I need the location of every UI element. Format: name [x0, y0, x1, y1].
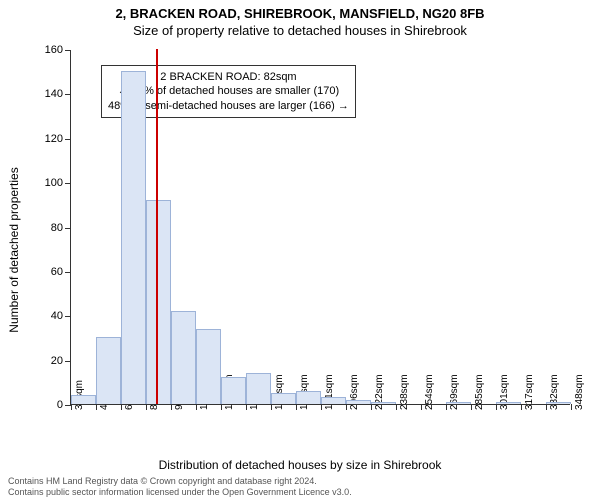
y-tick-label: 20 — [51, 355, 63, 367]
histogram-bar — [496, 402, 521, 404]
x-tick-label: 206sqm — [349, 374, 360, 410]
x-tick — [571, 404, 572, 410]
y-tick-label: 100 — [45, 177, 63, 189]
x-tick-label: 301sqm — [499, 374, 510, 410]
x-tick — [246, 404, 247, 410]
x-tick-label: 238sqm — [399, 374, 410, 410]
histogram-bar — [321, 397, 346, 404]
plot-area: 2 BRACKEN ROAD: 82sqm ← 50% of detached … — [70, 50, 570, 405]
x-tick — [446, 404, 447, 410]
histogram-bar — [71, 395, 96, 404]
y-tick-label: 120 — [45, 133, 63, 145]
x-tick — [196, 404, 197, 410]
x-tick-label: 269sqm — [449, 374, 460, 410]
x-tick — [496, 404, 497, 410]
histogram-bar — [546, 402, 571, 404]
x-tick-label: 332sqm — [549, 374, 560, 410]
x-tick-label: 191sqm — [324, 374, 335, 410]
footnote-line1: Contains HM Land Registry data © Crown c… — [8, 476, 592, 487]
histogram-bar — [96, 337, 121, 404]
x-tick — [471, 404, 472, 410]
x-tick — [71, 404, 72, 410]
x-tick — [146, 404, 147, 410]
y-tick — [65, 94, 71, 95]
histogram-bar — [246, 373, 271, 404]
histogram-bar — [196, 329, 221, 404]
x-tick — [421, 404, 422, 410]
y-tick — [65, 183, 71, 184]
x-tick — [371, 404, 372, 410]
footnote-line2: Contains public sector information licen… — [8, 487, 592, 498]
histogram-bar — [446, 402, 471, 404]
y-tick — [65, 361, 71, 362]
x-tick — [346, 404, 347, 410]
x-axis-label: Distribution of detached houses by size … — [0, 458, 600, 472]
histogram-bar — [296, 391, 321, 404]
histogram-bar — [371, 402, 396, 404]
histogram-bar — [146, 200, 171, 404]
x-tick — [171, 404, 172, 410]
y-axis-label: Number of detached properties — [7, 85, 21, 250]
y-tick-label: 140 — [45, 88, 63, 100]
x-tick — [271, 404, 272, 410]
x-tick-label: 222sqm — [374, 374, 385, 410]
x-tick — [521, 404, 522, 410]
histogram-bar — [121, 71, 146, 404]
x-tick — [396, 404, 397, 410]
histogram-bar — [346, 400, 371, 404]
y-tick — [65, 316, 71, 317]
title-subtitle: Size of property relative to detached ho… — [0, 23, 600, 40]
histogram-bar — [171, 311, 196, 404]
x-tick-label: 285sqm — [474, 374, 485, 410]
y-tick-label: 60 — [51, 266, 63, 278]
x-tick — [96, 404, 97, 410]
x-tick — [546, 404, 547, 410]
histogram-bar — [271, 393, 296, 404]
title-address: 2, BRACKEN ROAD, SHIREBROOK, MANSFIELD, … — [0, 6, 600, 23]
y-tick-label: 40 — [51, 310, 63, 322]
y-tick — [65, 272, 71, 273]
x-tick — [321, 404, 322, 410]
y-tick — [65, 228, 71, 229]
chart-container: 2, BRACKEN ROAD, SHIREBROOK, MANSFIELD, … — [0, 0, 600, 500]
histogram-bar — [221, 377, 246, 404]
y-tick-label: 160 — [45, 44, 63, 56]
x-tick — [221, 404, 222, 410]
reference-line — [156, 49, 158, 404]
title-block: 2, BRACKEN ROAD, SHIREBROOK, MANSFIELD, … — [0, 0, 600, 40]
y-tick-label: 80 — [51, 222, 63, 234]
x-tick-label: 348sqm — [574, 374, 585, 410]
x-tick — [121, 404, 122, 410]
x-tick-label: 254sqm — [424, 374, 435, 410]
y-tick — [65, 50, 71, 51]
y-tick — [65, 139, 71, 140]
x-tick — [296, 404, 297, 410]
y-tick-label: 0 — [57, 399, 63, 411]
x-tick-label: 317sqm — [524, 374, 535, 410]
footnote: Contains HM Land Registry data © Crown c… — [8, 476, 592, 498]
